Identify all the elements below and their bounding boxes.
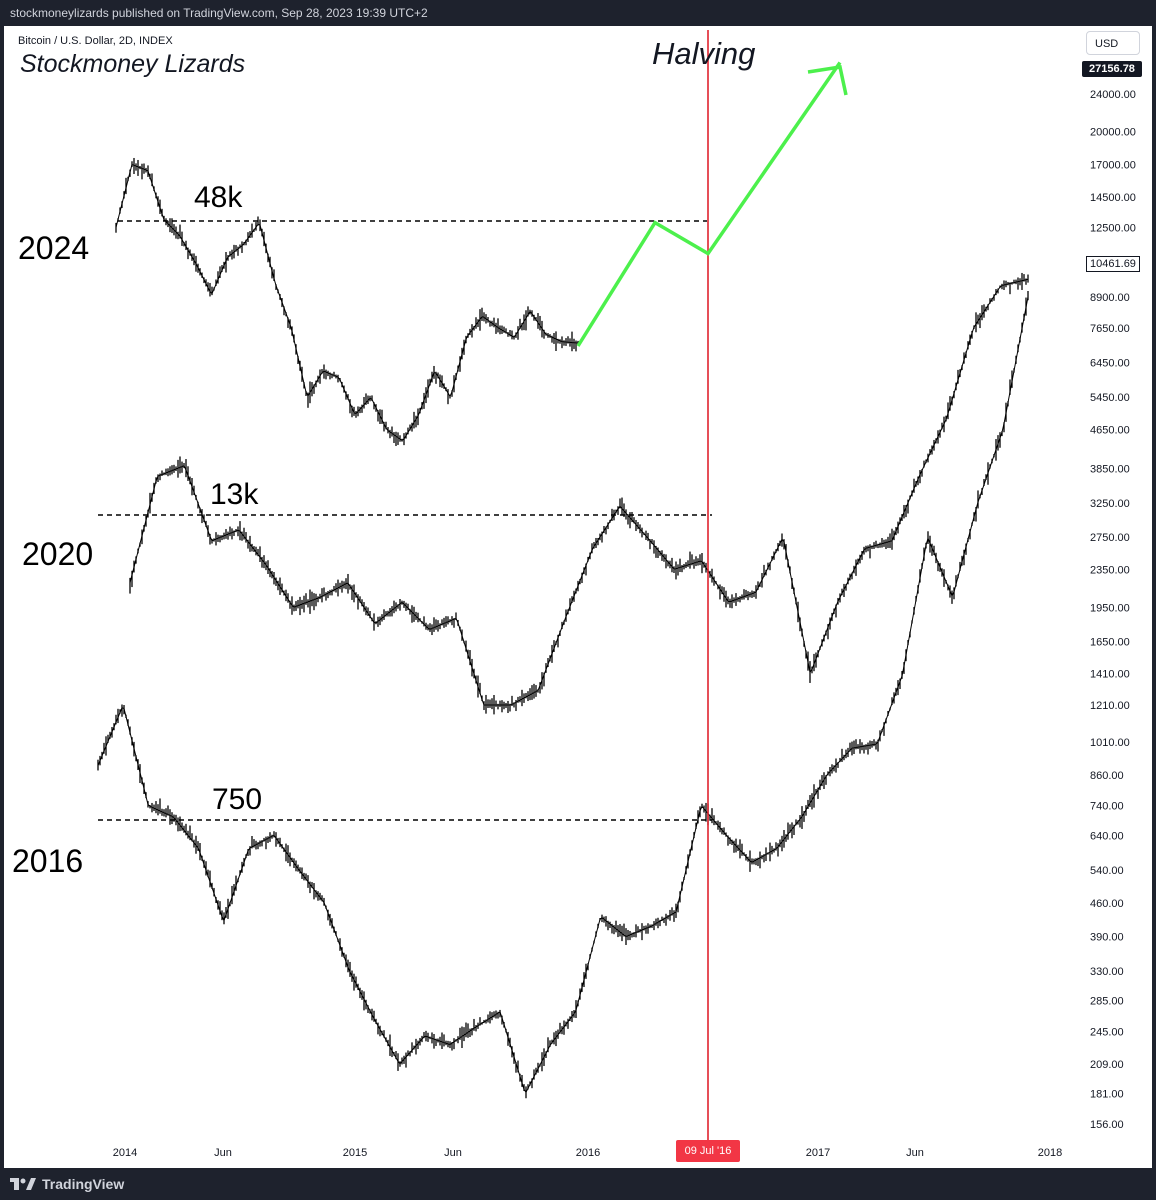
time-tick-label: 2015 bbox=[343, 1147, 367, 1159]
price-tick-label: 540.00 bbox=[1090, 865, 1124, 877]
secondary-price-tag: 10461.69 bbox=[1086, 256, 1140, 272]
price-tick-label: 17000.00 bbox=[1090, 160, 1136, 172]
level-label-13k: 13k bbox=[210, 478, 259, 511]
price-path bbox=[115, 163, 579, 442]
time-tick-label: 2018 bbox=[1038, 1147, 1062, 1159]
price-tick-label: 181.00 bbox=[1090, 1089, 1124, 1101]
publish-text: stockmoneylizards published on TradingVi… bbox=[10, 6, 428, 20]
price-tick-label: 6450.00 bbox=[1090, 358, 1130, 370]
publish-info-bar: stockmoneylizards published on TradingVi… bbox=[0, 0, 1156, 26]
price-tick-label: 640.00 bbox=[1090, 830, 1124, 842]
time-tick-label: Jun bbox=[906, 1147, 924, 1159]
price-path bbox=[129, 278, 1029, 706]
price-tick-label: 12500.00 bbox=[1090, 222, 1136, 234]
price-tick-label: 7650.00 bbox=[1090, 323, 1130, 335]
price-tick-label: 285.00 bbox=[1090, 996, 1124, 1008]
currency-button[interactable]: USD bbox=[1086, 31, 1140, 55]
price-tick-label: 740.00 bbox=[1090, 801, 1124, 813]
time-tick-label: 2017 bbox=[806, 1147, 830, 1159]
brand-title: Stockmoney Lizards bbox=[20, 50, 246, 78]
price-tick-label: 20000.00 bbox=[1090, 126, 1136, 138]
price-tick-label: 1010.00 bbox=[1090, 737, 1130, 749]
level-label-48k: 48k bbox=[194, 181, 243, 214]
price-tick-label: 14500.00 bbox=[1090, 192, 1136, 204]
price-tick-label: 2350.00 bbox=[1090, 564, 1130, 576]
price-tick-label: 1950.00 bbox=[1090, 602, 1130, 614]
time-tick-label: Jun bbox=[444, 1147, 462, 1159]
time-axis: 2014 Jun 2015 Jun 2016 2017 Jun 2018 bbox=[113, 1147, 1062, 1159]
series-2020-candles bbox=[129, 272, 1029, 715]
series-2016-candles bbox=[97, 290, 1029, 1099]
projection-arrow-line bbox=[576, 61, 842, 347]
price-tick-label: 1410.00 bbox=[1090, 669, 1130, 681]
price-tick-label: 390.00 bbox=[1090, 932, 1124, 944]
level-label-750: 750 bbox=[212, 783, 263, 816]
price-tick-label: 24000.00 bbox=[1090, 89, 1136, 101]
price-tick-label: 860.00 bbox=[1090, 770, 1124, 782]
cycle-label-2020: 2020 bbox=[22, 536, 94, 572]
footer-logo-text: TradingView bbox=[42, 1176, 125, 1192]
symbol-description: Bitcoin / U.S. Dollar, 2D, INDEX bbox=[18, 35, 173, 47]
price-tick-label: 4650.00 bbox=[1090, 425, 1130, 437]
price-axis: 24000.00 20000.00 17000.00 14500.00 12500.00… bbox=[1090, 89, 1136, 1131]
price-tick-label: 1210.00 bbox=[1090, 700, 1130, 712]
halving-annotation: Halving bbox=[652, 36, 756, 71]
footer-bar: TradingView bbox=[0, 1168, 1156, 1200]
price-tick-label: 209.00 bbox=[1090, 1059, 1124, 1071]
price-tick-label: 3850.00 bbox=[1090, 463, 1130, 475]
price-tick-label: 5450.00 bbox=[1090, 392, 1130, 404]
tradingview-logo-icon bbox=[10, 1176, 36, 1192]
price-tick-label: 3250.00 bbox=[1090, 498, 1130, 510]
time-tick-label: 2014 bbox=[113, 1147, 137, 1159]
cycle-label-2024: 2024 bbox=[18, 230, 90, 266]
cycle-label-2016: 2016 bbox=[12, 843, 84, 879]
price-path bbox=[97, 296, 1029, 1094]
price-tick-label: 330.00 bbox=[1090, 966, 1124, 978]
price-tick-label: 245.00 bbox=[1090, 1027, 1124, 1039]
price-tick-label: 8900.00 bbox=[1090, 292, 1130, 304]
price-tick-label: 2750.00 bbox=[1090, 532, 1130, 544]
halving-date-tag: 09 Jul '16 bbox=[676, 1140, 740, 1162]
last-price-tag: 27156.78 bbox=[1082, 61, 1142, 77]
time-tick-label: 2016 bbox=[576, 1147, 600, 1159]
price-tick-label: 1650.00 bbox=[1090, 637, 1130, 649]
price-tick-label: 156.00 bbox=[1090, 1119, 1124, 1131]
projection-arrow-head bbox=[807, 65, 848, 96]
price-tick-label: 460.00 bbox=[1090, 898, 1124, 910]
time-tick-label: Jun bbox=[214, 1147, 232, 1159]
series-2024-candles bbox=[115, 157, 579, 447]
chart-frame[interactable] bbox=[0, 26, 1156, 1174]
